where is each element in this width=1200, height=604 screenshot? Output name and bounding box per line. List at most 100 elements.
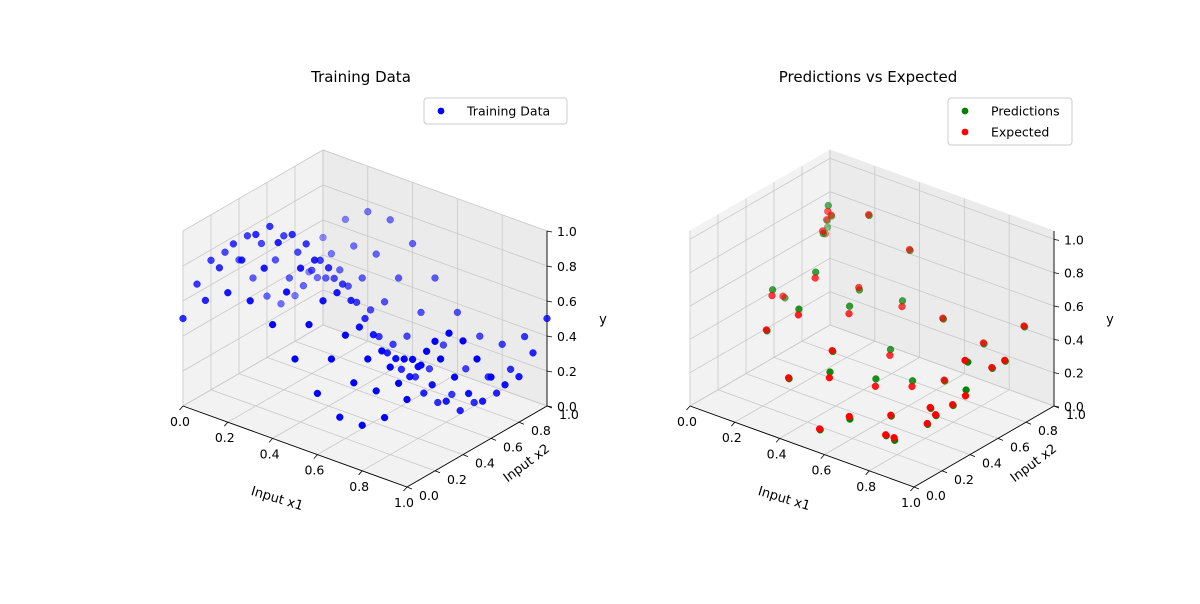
data-point-expected (939, 314, 947, 322)
y-tick-label: 0.2 (447, 472, 467, 487)
data-point-training-data (372, 250, 380, 258)
data-point-expected (768, 291, 776, 300)
x-tick-label: 0.0 (677, 414, 697, 429)
grid-line-y (322, 150, 548, 407)
y-tick (913, 486, 920, 490)
z-tick (546, 300, 553, 303)
data-point-training-data (369, 331, 378, 339)
data-point-expected (1020, 322, 1028, 330)
data-point-expected (819, 227, 827, 235)
y-tick-label: 0.0 (926, 488, 946, 503)
z-tick-label: 0.2 (557, 364, 577, 379)
data-point-expected (931, 411, 940, 419)
x-tick (775, 438, 780, 443)
z-tick (546, 405, 553, 408)
data-point-training-data (420, 389, 428, 397)
data-point-training-data (347, 296, 355, 305)
x-tick (910, 486, 915, 492)
data-point-expected (824, 207, 832, 215)
data-point-training-data (333, 289, 341, 297)
data-point-training-data (285, 274, 294, 282)
grid-line-y (745, 198, 971, 455)
x-tick-label: 0.8 (349, 479, 369, 494)
data-point-training-data (221, 248, 229, 256)
data-point-expected (948, 400, 957, 409)
data-point-training-data (448, 390, 456, 399)
y-tick-label: 0.4 (475, 456, 495, 471)
x-tick-label: 1.0 (394, 495, 414, 510)
data-point-training-data (327, 355, 336, 363)
data-point-training-data (389, 340, 397, 348)
x-tick (358, 470, 363, 476)
data-point-predictions (823, 223, 832, 231)
data-point-training-data (478, 397, 487, 405)
legend-label: Expected (991, 125, 1049, 140)
y-tick (997, 438, 1004, 441)
data-point-expected (825, 374, 834, 382)
x-tick-label: 0.4 (260, 446, 280, 461)
data-point-expected (822, 215, 831, 224)
data-point-training-data (310, 256, 319, 264)
data-point-training-data (456, 406, 464, 415)
y-tick-label: 1.0 (1066, 407, 1086, 422)
z-tick (546, 370, 553, 373)
z-tick (546, 230, 553, 233)
data-point-training-data (470, 398, 478, 407)
grid-line-y (717, 214, 943, 472)
data-point-training-data (260, 264, 268, 272)
x-tick (403, 486, 408, 492)
data-point-training-data (271, 256, 280, 264)
data-point-training-data (313, 273, 322, 282)
data-point-expected (923, 419, 931, 428)
data-point-training-data (406, 373, 414, 381)
x-tick (730, 421, 736, 427)
x-axis-line (689, 405, 915, 488)
data-point-training-data (439, 341, 448, 349)
x-tick-label: 0.6 (304, 463, 324, 478)
data-point-training-data (380, 413, 389, 422)
data-point-training-data (364, 355, 372, 363)
y-tick (969, 454, 976, 457)
y-tick-label: 1.0 (559, 407, 579, 422)
x-tick (313, 454, 318, 459)
data-point-expected (898, 302, 906, 311)
data-point-training-data (263, 292, 271, 300)
data-point-training-data (302, 240, 310, 248)
z-tick-label: 0.8 (1064, 266, 1084, 281)
z-tick (1053, 305, 1060, 308)
data-point-expected (815, 425, 824, 433)
x-tick-label: 0.0 (170, 414, 190, 429)
data-point-training-data (277, 300, 285, 308)
data-point-training-data (291, 355, 299, 363)
legend-marker (437, 107, 445, 115)
data-point-expected (762, 326, 771, 334)
data-point-training-data (506, 365, 515, 373)
data-point-training-data (350, 242, 358, 250)
y-tick (941, 470, 948, 474)
data-point-training-data (238, 256, 246, 264)
data-point-training-data (257, 239, 266, 248)
data-point-expected (882, 431, 890, 439)
data-point-training-data (193, 280, 201, 288)
data-point-training-data (364, 208, 372, 216)
tick-labels: 0.00.20.40.60.81.0 0.00.20.40.60.81.00.00… (170, 224, 579, 510)
x-tick-label: 0.8 (856, 479, 876, 494)
data-point-training-data (498, 340, 506, 348)
grid-line-y (773, 182, 999, 439)
grid-line-y (210, 214, 436, 472)
y-tick-label: 0.2 (954, 472, 974, 487)
data-point-expected (887, 411, 895, 419)
y-tick (462, 454, 469, 457)
data-point-training-data (431, 274, 439, 282)
axis-lines (689, 231, 1055, 488)
data-point-training-data (431, 337, 439, 345)
data-points (179, 208, 551, 429)
data-point-training-data (520, 332, 529, 341)
data-point-training-data (366, 306, 375, 314)
y-tick-label: 0.4 (982, 456, 1002, 471)
y-tick-label: 0.0 (419, 488, 439, 503)
data-point-expected (890, 434, 898, 442)
data-point-predictions (823, 216, 831, 225)
y-tick (1025, 421, 1032, 425)
data-point-training-data (341, 331, 350, 339)
